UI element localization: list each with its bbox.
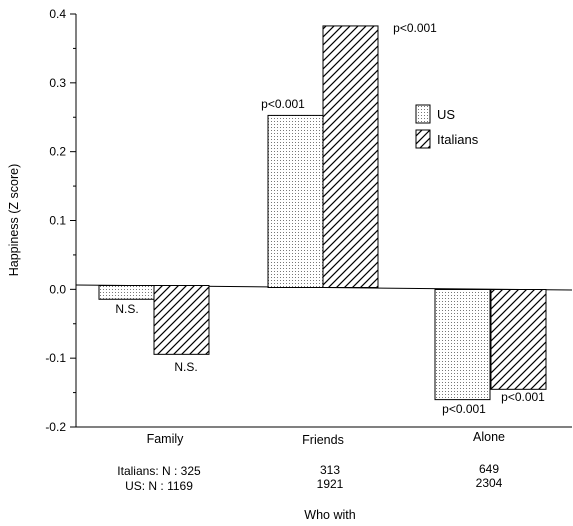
y-tick-label: -0.2 bbox=[45, 420, 66, 434]
legend-swatch-italians bbox=[415, 129, 431, 149]
annotation-italians-family: N.S. bbox=[174, 360, 197, 374]
y-axis-title: Happiness (Z score) bbox=[7, 164, 21, 277]
bars bbox=[98, 25, 547, 401]
bar-us-family bbox=[98, 285, 155, 300]
us-n-alone: 2304 bbox=[476, 476, 503, 490]
annotations: N.S. N.S. p<0.001 p<0.001 p<0.001 p<0.001 bbox=[115, 21, 545, 416]
bar-us-friends bbox=[267, 114, 324, 288]
annotation-us-alone: p<0.001 bbox=[442, 402, 486, 416]
bar-us-alone bbox=[434, 289, 491, 401]
legend-label-us: US bbox=[437, 107, 455, 122]
x-tick-label-alone: Alone bbox=[473, 430, 505, 444]
italians-n-friends: 313 bbox=[320, 463, 340, 477]
us-n-label: US: N : 1169 bbox=[125, 479, 193, 493]
x-tick-label-friends: Friends bbox=[302, 433, 344, 447]
italians-n-alone: 649 bbox=[479, 462, 499, 476]
legend-swatch-us bbox=[415, 104, 431, 124]
bar-italians-family bbox=[153, 285, 210, 355]
bar-italians-alone bbox=[490, 289, 547, 390]
bar-italians-friends bbox=[322, 25, 379, 289]
y-tick-label: 0.1 bbox=[49, 214, 66, 228]
y-tick-label: 0.0 bbox=[49, 282, 66, 296]
x-axis-title: Who with bbox=[304, 508, 355, 522]
annotation-us-friends: p<0.001 bbox=[261, 97, 305, 111]
y-tick-label: 0.3 bbox=[49, 76, 66, 90]
x-tick-label-family: Family bbox=[147, 432, 185, 446]
y-ticks: 0.4 0.3 0.2 0.1 0.0 -0.1 -0.2 bbox=[45, 7, 76, 434]
annotation-italians-friends: p<0.001 bbox=[393, 21, 437, 35]
y-tick-label: 0.2 bbox=[49, 145, 66, 159]
y-tick-label: -0.1 bbox=[45, 351, 66, 365]
legend: US Italians bbox=[415, 104, 479, 149]
annotation-italians-alone: p<0.001 bbox=[501, 390, 545, 404]
legend-label-italians: Italians bbox=[437, 132, 479, 147]
italians-n-label: Italians: N : 325 bbox=[117, 464, 201, 478]
us-n-friends: 1921 bbox=[317, 477, 344, 491]
y-tick-label: 0.4 bbox=[49, 7, 66, 21]
annotation-us-family: N.S. bbox=[115, 302, 138, 316]
